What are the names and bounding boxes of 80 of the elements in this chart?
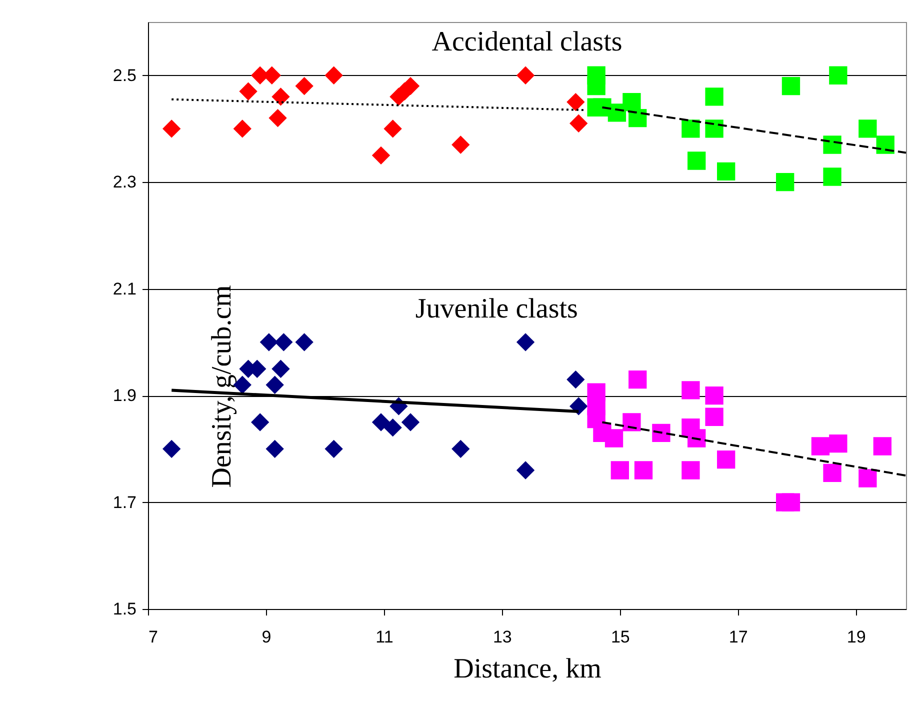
point — [516, 333, 535, 352]
point — [233, 120, 252, 138]
point — [876, 136, 894, 154]
y-axis-title: Density, g/cub.cm — [206, 284, 238, 488]
point — [324, 440, 343, 458]
point — [401, 413, 420, 432]
point — [570, 114, 588, 132]
point — [652, 424, 670, 442]
y-tick-label: 2.3 — [112, 172, 136, 192]
y-tick-label: 2.1 — [112, 279, 136, 298]
x-tick-label: 17 — [728, 628, 748, 646]
point — [587, 76, 606, 96]
point — [682, 120, 700, 138]
point — [682, 381, 700, 400]
point — [516, 66, 535, 84]
point — [823, 168, 842, 186]
point — [717, 162, 736, 180]
point — [823, 464, 842, 482]
point — [782, 76, 800, 96]
point — [372, 146, 390, 164]
point — [372, 413, 390, 432]
point — [239, 82, 258, 100]
point — [610, 461, 629, 480]
point — [782, 493, 800, 512]
point — [829, 66, 848, 84]
point — [516, 461, 535, 480]
point — [688, 429, 706, 448]
point — [811, 437, 830, 456]
point — [628, 108, 647, 128]
point — [162, 440, 181, 458]
x-axis-title: Distance, km — [454, 654, 602, 684]
y-tick-label: 1.7 — [112, 492, 136, 512]
y-tick-label: 2.5 — [112, 66, 136, 85]
point — [622, 413, 641, 432]
point — [266, 440, 284, 458]
point — [384, 418, 402, 437]
point — [682, 461, 700, 480]
point — [295, 333, 314, 352]
point — [272, 360, 290, 378]
point — [570, 397, 588, 416]
point — [268, 108, 287, 128]
point — [324, 66, 343, 84]
point — [705, 120, 724, 138]
annotation: Accidental clasts — [432, 26, 622, 58]
point — [566, 92, 585, 112]
point — [705, 386, 724, 405]
point — [705, 88, 724, 106]
point — [274, 333, 293, 352]
point — [604, 429, 624, 448]
annotation: Juvenile clasts — [415, 294, 578, 325]
point — [829, 434, 848, 453]
point — [776, 173, 794, 192]
point — [452, 440, 470, 458]
y-tick-label: 1.9 — [112, 386, 136, 406]
point — [873, 437, 892, 456]
point — [272, 88, 290, 106]
point — [566, 370, 585, 389]
point — [622, 92, 641, 112]
x-tick-label: 19 — [846, 628, 866, 646]
point — [688, 152, 706, 170]
point — [634, 461, 653, 480]
point — [384, 120, 402, 138]
point — [452, 136, 470, 154]
point — [260, 333, 278, 352]
x-tick-label: 11 — [376, 628, 394, 646]
point — [250, 413, 270, 432]
x-tick-label: 13 — [492, 628, 512, 646]
point — [705, 408, 724, 426]
point — [858, 120, 877, 138]
point — [823, 136, 842, 154]
point — [717, 450, 736, 469]
point — [162, 120, 181, 138]
x-tick-label: 15 — [610, 628, 630, 646]
y-tick-label: 1.5 — [112, 600, 136, 618]
x-tick-label: 9 — [262, 628, 272, 646]
x-tick-label: 7 — [148, 628, 158, 646]
point — [295, 76, 314, 96]
point — [628, 370, 647, 389]
point — [266, 376, 284, 394]
point — [858, 469, 877, 488]
